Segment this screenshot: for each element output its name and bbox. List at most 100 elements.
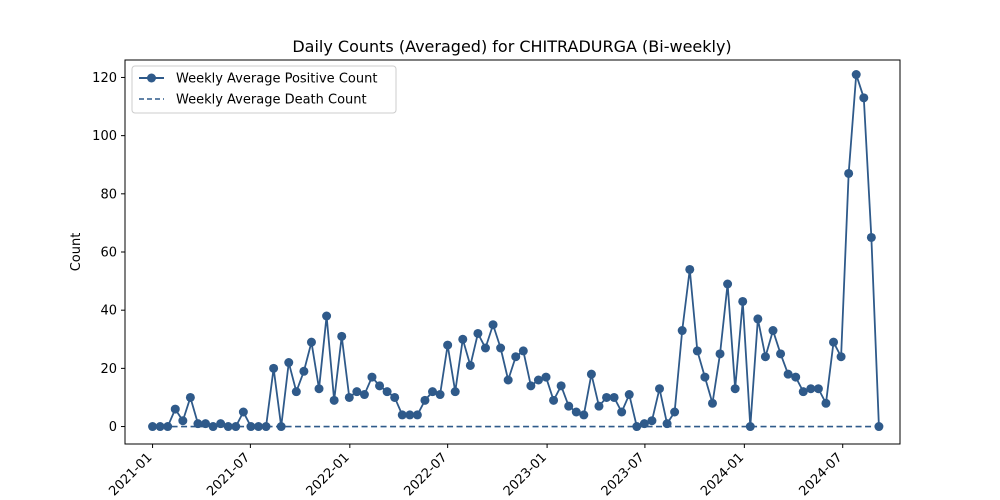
- data-point-positive: [715, 349, 725, 359]
- data-point-positive: [473, 328, 483, 338]
- data-point-positive: [488, 320, 498, 330]
- data-point-positive: [700, 372, 710, 382]
- data-point-positive: [284, 358, 294, 368]
- data-point-positive: [359, 390, 369, 400]
- data-point-positive: [655, 384, 664, 394]
- data-point-positive: [306, 337, 316, 347]
- y-tick-label: 80: [100, 187, 117, 202]
- data-point-positive: [155, 422, 165, 432]
- data-point-positive: [586, 369, 596, 379]
- legend-label-death: Weekly Average Death Count: [176, 93, 367, 108]
- data-point-positive: [246, 422, 256, 432]
- plot-area: [148, 70, 884, 432]
- data-point-positive: [602, 392, 612, 402]
- data-point-positive: [503, 375, 513, 385]
- data-point-positive: [821, 398, 831, 408]
- data-point-positive: [322, 311, 332, 321]
- data-point-positive: [768, 326, 778, 336]
- y-tick-label: 40: [100, 304, 117, 319]
- data-point-positive: [783, 369, 793, 379]
- data-point-positive: [253, 422, 263, 432]
- data-point-positive: [185, 392, 195, 402]
- data-point-positive: [443, 340, 453, 350]
- data-point-positive: [367, 372, 377, 382]
- data-point-positive: [617, 407, 627, 417]
- data-point-positive: [806, 384, 816, 394]
- data-point-positive: [291, 387, 301, 397]
- data-point-positive: [549, 395, 559, 405]
- y-axis-title: Count: [69, 233, 84, 272]
- data-point-positive: [511, 352, 521, 362]
- data-point-positive: [692, 346, 702, 356]
- data-point-positive: [685, 264, 695, 274]
- data-point-positive: [776, 349, 786, 359]
- data-point-positive: [526, 381, 536, 391]
- chart-title: Daily Counts (Averaged) for CHITRADURGA …: [292, 37, 731, 56]
- data-point-positive: [435, 390, 445, 400]
- data-point-positive: [178, 416, 188, 426]
- data-point-positive: [193, 419, 203, 429]
- data-point-positive: [201, 419, 211, 429]
- data-point-positive: [375, 381, 385, 391]
- data-point-positive: [231, 422, 241, 432]
- data-point-positive: [261, 422, 271, 432]
- data-point-positive: [458, 334, 468, 344]
- data-point-positive: [639, 419, 649, 429]
- data-point-positive: [624, 390, 634, 400]
- data-point-positive: [564, 401, 574, 411]
- data-point-positive: [314, 384, 324, 394]
- data-point-positive: [753, 314, 763, 324]
- data-point-positive: [344, 392, 354, 402]
- data-point-positive: [329, 395, 339, 405]
- data-point-positive: [738, 296, 748, 306]
- data-point-positive: [859, 93, 869, 103]
- data-point-positive: [798, 387, 808, 397]
- data-point-positive: [760, 352, 770, 362]
- data-point-positive: [851, 70, 861, 80]
- data-point-positive: [662, 419, 672, 429]
- data-point-positive: [299, 366, 309, 376]
- data-point-positive: [337, 331, 347, 341]
- legend-label-positive: Weekly Average Positive Count: [176, 72, 377, 87]
- data-point-positive: [745, 422, 755, 432]
- data-point-positive: [428, 387, 438, 397]
- y-tick-label: 0: [109, 420, 117, 435]
- data-point-positive: [480, 343, 490, 353]
- y-tick-label: 60: [100, 246, 117, 261]
- data-point-positive: [397, 410, 407, 420]
- y-tick-label: 120: [92, 71, 117, 86]
- data-point-positive: [647, 416, 657, 426]
- data-point-positive: [163, 422, 173, 432]
- data-point-positive: [844, 168, 854, 178]
- data-point-positive: [632, 422, 642, 432]
- data-point-positive: [496, 343, 506, 353]
- data-point-positive: [390, 392, 400, 402]
- data-point-positive: [450, 387, 460, 397]
- data-point-positive: [148, 422, 158, 432]
- data-point-positive: [465, 360, 475, 370]
- data-point-positive: [238, 407, 248, 417]
- data-point-positive: [571, 407, 581, 417]
- legend-box: [131, 65, 397, 114]
- data-point-positive: [533, 375, 543, 385]
- data-point-positive: [556, 381, 566, 391]
- data-point-positive: [405, 410, 415, 420]
- data-point-positive: [541, 372, 551, 382]
- y-tick-label: 20: [100, 362, 117, 377]
- data-point-positive: [579, 410, 589, 420]
- data-point-positive: [791, 372, 801, 382]
- data-point-positive: [670, 407, 680, 417]
- data-point-positive: [216, 419, 226, 429]
- legend-marker-positive-dot: [147, 73, 156, 83]
- data-point-positive: [420, 395, 430, 405]
- data-point-positive: [836, 352, 846, 362]
- data-point-positive: [829, 337, 839, 347]
- y-tick-label: 100: [92, 129, 117, 144]
- data-point-positive: [170, 404, 180, 414]
- data-point-positive: [382, 387, 392, 397]
- data-point-positive: [707, 398, 717, 408]
- data-point-positive: [208, 422, 218, 432]
- data-point-positive: [609, 392, 619, 402]
